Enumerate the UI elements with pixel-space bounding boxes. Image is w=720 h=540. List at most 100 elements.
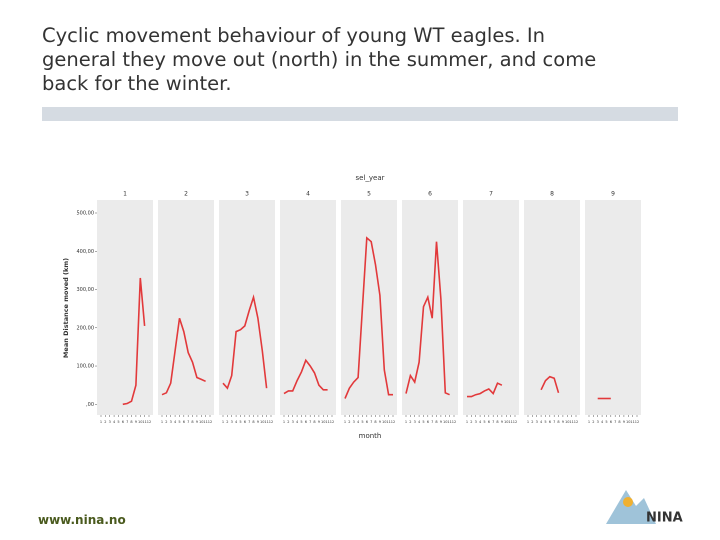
x-tick-label: 10 xyxy=(443,420,447,424)
x-tick-label: 2 xyxy=(592,420,594,424)
y-tick-label: 100,00 xyxy=(77,364,95,370)
x-tick-label: 2 xyxy=(226,420,228,424)
x-tick-label: 5 xyxy=(300,420,302,424)
x-tick-label: 2 xyxy=(409,420,411,424)
x-tick-label: 11 xyxy=(508,420,512,424)
facet-strip-label: 8 xyxy=(550,191,554,198)
x-tick-label: 11 xyxy=(447,420,451,424)
x-tick-label: 5 xyxy=(361,420,363,424)
facet-strip-label: 3 xyxy=(245,191,249,198)
x-tick-label: 3 xyxy=(536,420,538,424)
x-tick-label: 7 xyxy=(492,420,494,424)
x-tick-label: 1 xyxy=(344,420,346,424)
x-tick-label: 9 xyxy=(501,420,503,424)
panel xyxy=(280,200,336,415)
x-tick-label: 7 xyxy=(370,420,372,424)
y-tick-label: 300,00 xyxy=(77,287,95,293)
panel xyxy=(524,200,580,415)
x-tick-label: 12 xyxy=(513,420,517,424)
logo-text: NINA xyxy=(646,511,683,526)
x-tick-label: 9 xyxy=(379,420,381,424)
x-tick-label: 4 xyxy=(418,420,421,424)
x-tick-label: 11 xyxy=(569,420,573,424)
title-line: general they move out (north) in the sum… xyxy=(42,48,597,71)
x-tick-label: 7 xyxy=(309,420,311,424)
y-tick-label: 400,00 xyxy=(77,249,95,255)
x-tick-label: 10 xyxy=(321,420,325,424)
x-tick-label: 7 xyxy=(248,420,250,424)
x-tick-label: 1 xyxy=(161,420,163,424)
data-line xyxy=(540,375,560,394)
x-tick-label: 4 xyxy=(601,420,604,424)
x-tick-label: 12 xyxy=(635,420,639,424)
x-tick-label: 6 xyxy=(122,420,124,424)
data-line xyxy=(283,358,328,395)
x-tick-label: 6 xyxy=(366,420,368,424)
x-tick-label: 8 xyxy=(374,420,376,424)
x-tick-label: 11 xyxy=(203,420,207,424)
x-tick-label: 2 xyxy=(531,420,533,424)
x-tick-label: 8 xyxy=(252,420,254,424)
x-tick-label: 4 xyxy=(113,420,116,424)
x-tick-label: 3 xyxy=(414,420,416,424)
title-bar xyxy=(42,107,678,121)
x-tick-label: 5 xyxy=(117,420,119,424)
x-tick-label: 10 xyxy=(626,420,630,424)
facet-strip-label: 1 xyxy=(123,191,127,198)
x-tick-label: 3 xyxy=(292,420,294,424)
y-tick-label: 500,00 xyxy=(77,211,95,217)
title-line: Cyclic movement behaviour of young WT ea… xyxy=(42,24,545,47)
x-tick-label: 12 xyxy=(330,420,334,424)
x-tick-label: 1 xyxy=(527,420,529,424)
x-tick-label: 9 xyxy=(440,420,442,424)
panel xyxy=(97,200,153,415)
y-axis-label: Mean Distance moved (km) xyxy=(62,258,70,358)
x-tick-label: 2 xyxy=(287,420,289,424)
x-tick-label: 6 xyxy=(427,420,429,424)
x-tick-label: 11 xyxy=(142,420,146,424)
facet-strip-label: 2 xyxy=(184,191,188,198)
x-tick-label: 11 xyxy=(630,420,634,424)
x-tick-label: 8 xyxy=(313,420,315,424)
x-tick-label: 3 xyxy=(475,420,477,424)
x-tick-label: 1 xyxy=(588,420,590,424)
x-tick-label: 1 xyxy=(222,420,224,424)
data-line xyxy=(344,236,393,399)
x-tick-label: 6 xyxy=(549,420,551,424)
x-tick-label: 8 xyxy=(191,420,193,424)
x-tick-label: 11 xyxy=(325,420,329,424)
x-tick-label: 6 xyxy=(305,420,307,424)
x-tick-label: 3 xyxy=(170,420,172,424)
x-tick-label: 5 xyxy=(239,420,241,424)
x-tick-label: 12 xyxy=(208,420,212,424)
x-tick-label: 11 xyxy=(264,420,268,424)
panel xyxy=(463,200,519,415)
x-tick-label: 1 xyxy=(405,420,407,424)
x-tick-label: 10 xyxy=(382,420,386,424)
x-tick-label: 7 xyxy=(126,420,128,424)
x-tick-label: 8 xyxy=(130,420,132,424)
title-line: back for the winter. xyxy=(42,72,232,95)
x-tick-label: 4 xyxy=(357,420,360,424)
x-tick-label: 8 xyxy=(618,420,620,424)
x-tick-label: 8 xyxy=(496,420,498,424)
x-tick-label: 10 xyxy=(260,420,264,424)
y-tick-label: ,00 xyxy=(86,402,94,408)
data-line xyxy=(467,382,503,398)
x-tick-label: 3 xyxy=(231,420,233,424)
x-tick-label: 6 xyxy=(488,420,490,424)
x-tick-label: 10 xyxy=(504,420,508,424)
x-tick-label: 12 xyxy=(391,420,395,424)
x-axis-label: month xyxy=(359,432,382,440)
data-line xyxy=(161,317,206,396)
x-tick-label: 4 xyxy=(479,420,482,424)
x-tick-label: 2 xyxy=(104,420,106,424)
x-tick-label: 1 xyxy=(100,420,102,424)
x-tick-label: 5 xyxy=(544,420,546,424)
x-tick-label: 3 xyxy=(597,420,599,424)
facet-strip-label: 9 xyxy=(611,191,615,198)
x-tick-label: 7 xyxy=(553,420,555,424)
x-tick-label: 1 xyxy=(283,420,285,424)
